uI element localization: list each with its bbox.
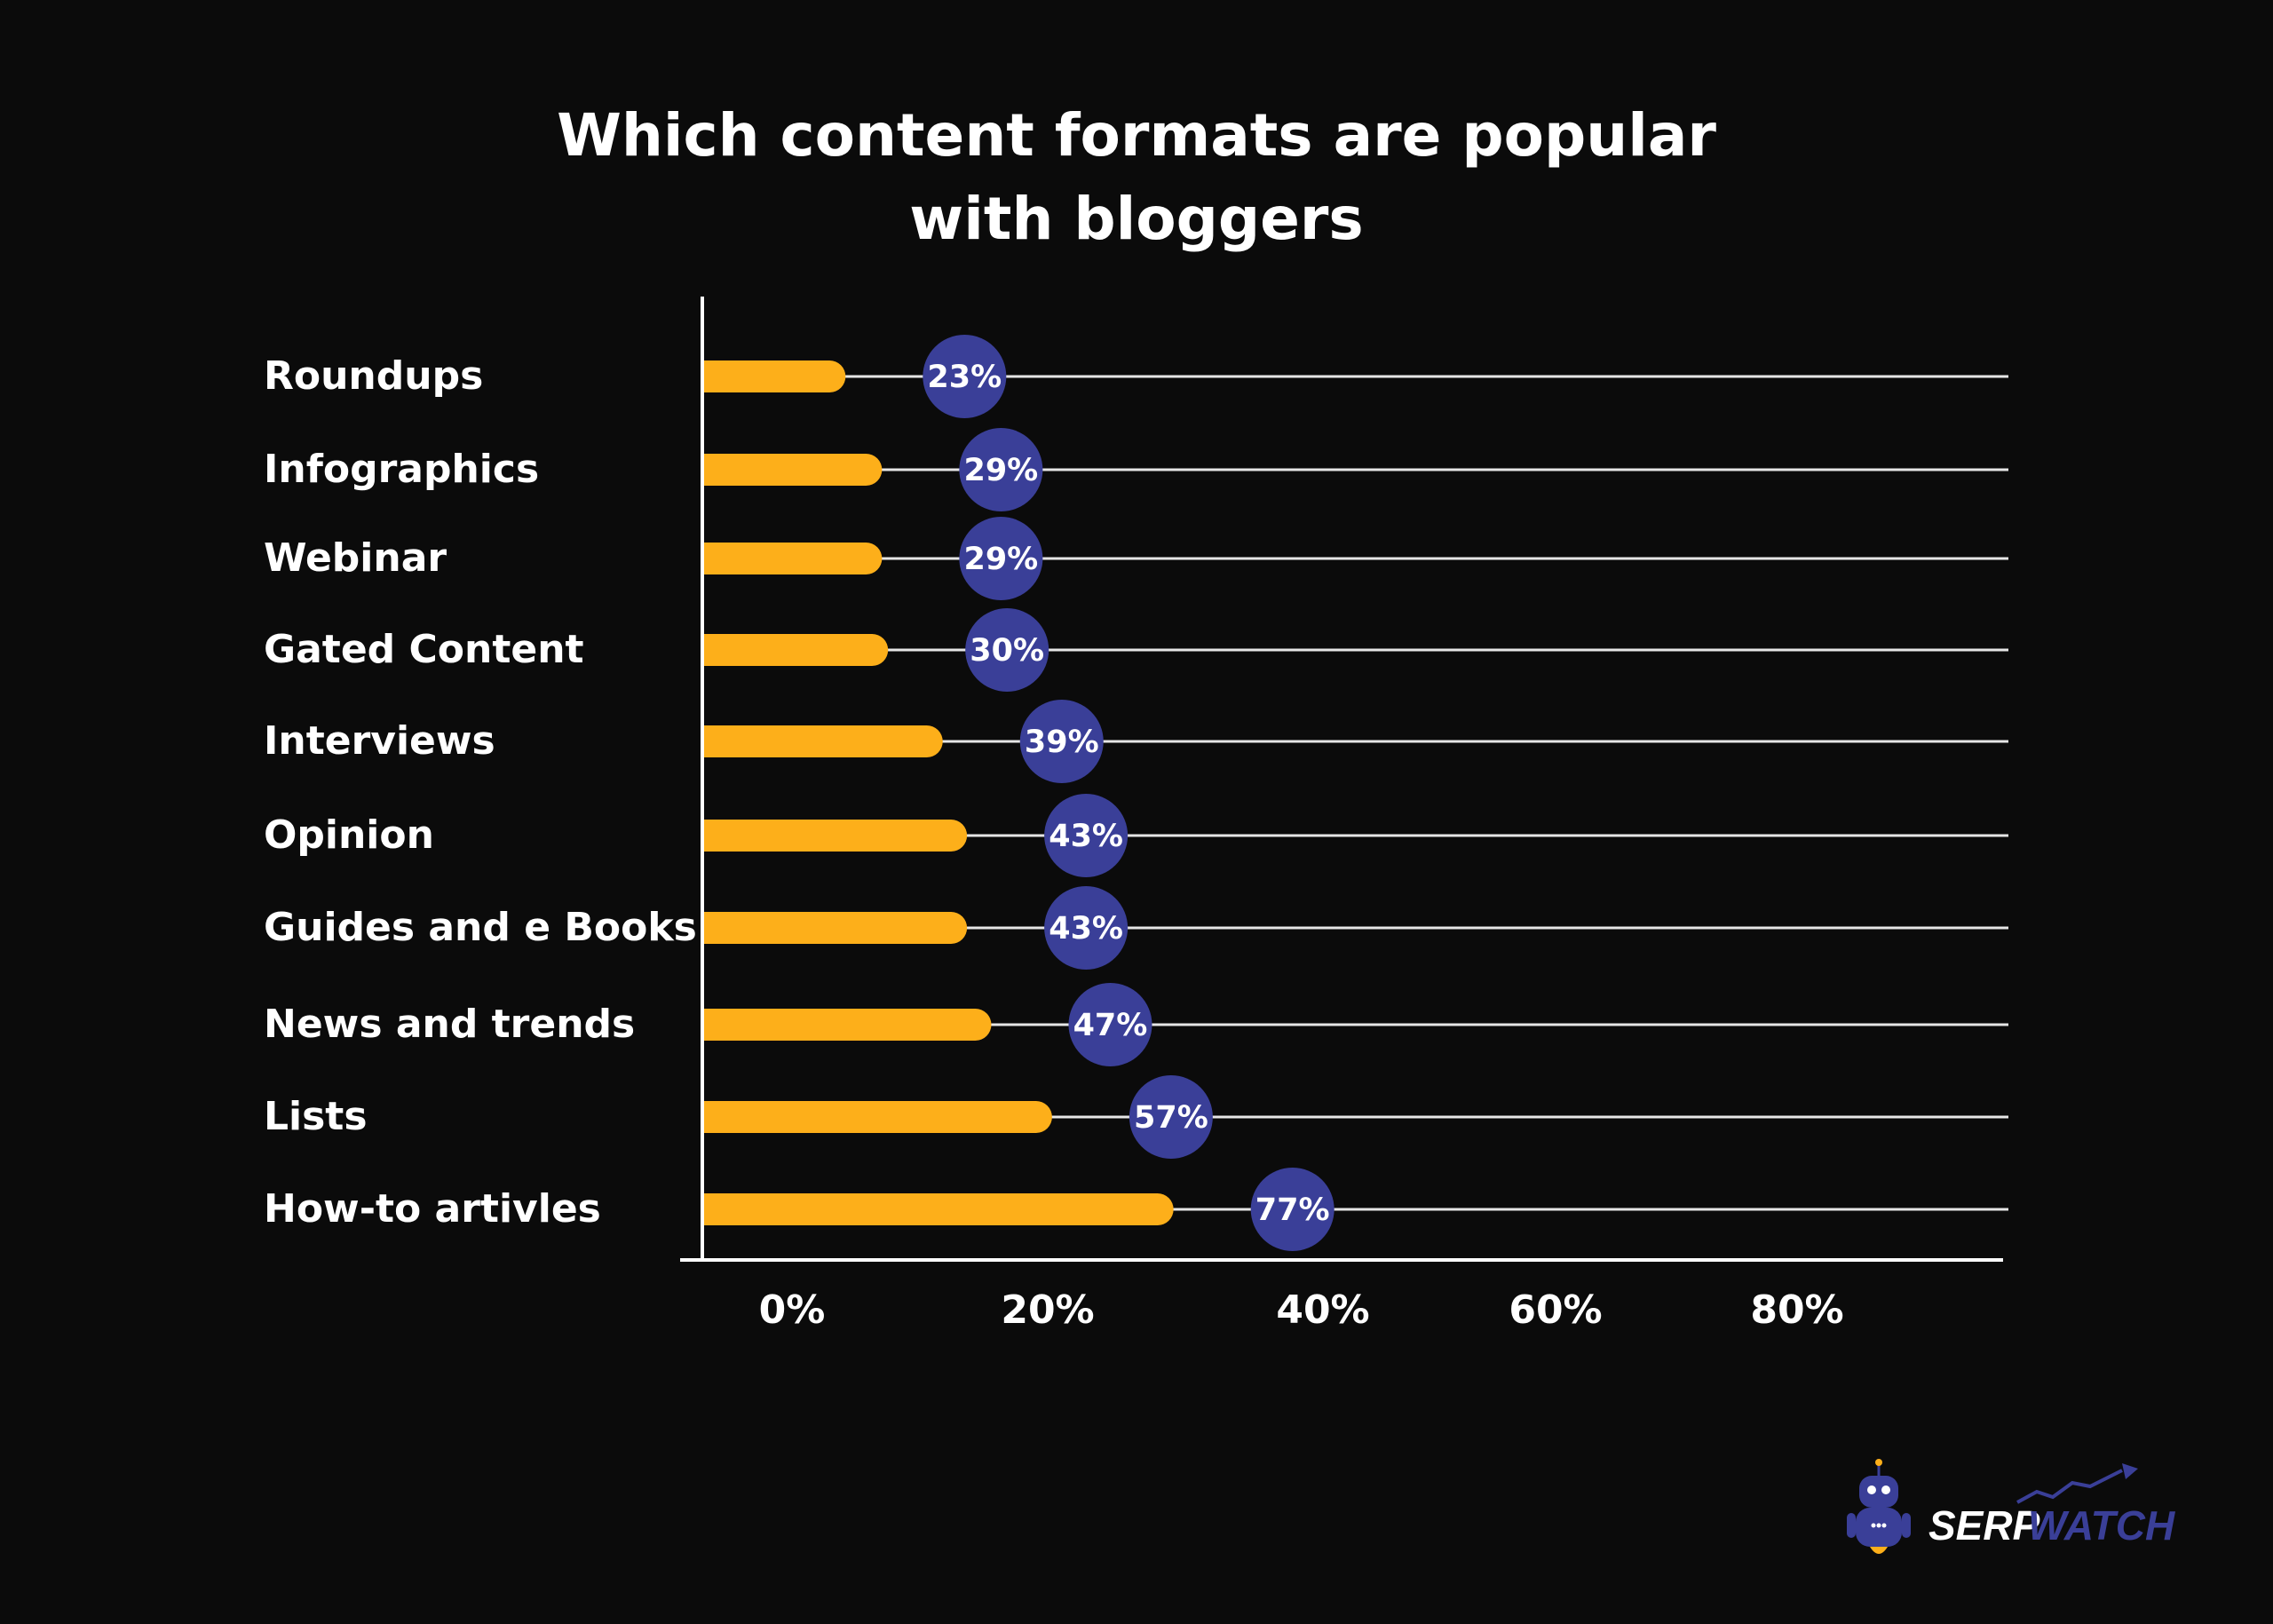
value-label: 47% <box>1073 1008 1148 1043</box>
trend-arrow-icon <box>2016 1469 2123 1504</box>
category-label: News and trends <box>264 1002 635 1047</box>
bar <box>704 1193 1174 1225</box>
bar-base <box>704 1101 731 1133</box>
value-label: 43% <box>1049 819 1123 854</box>
bar-base <box>704 1009 731 1041</box>
value-label: 29% <box>963 542 1038 577</box>
value-label: 43% <box>1049 911 1123 947</box>
value-label: 30% <box>970 633 1044 669</box>
category-label: How-to artivles <box>264 1186 601 1232</box>
bar-base <box>704 543 731 574</box>
logo-text-watch: WATCH <box>2028 1502 2175 1549</box>
bar <box>704 1009 992 1041</box>
x-tick-label: 20% <box>1001 1287 1094 1333</box>
category-label: Webinar <box>264 535 447 581</box>
chart-title-line-2: with bloggers <box>909 185 1364 254</box>
value-label: 23% <box>927 360 1002 395</box>
bar <box>704 360 846 392</box>
bar <box>704 820 968 852</box>
value-bubble <box>959 517 1043 600</box>
category-label: Gated Content <box>264 627 584 672</box>
bar-base <box>704 454 731 486</box>
x-tick-label: 60% <box>1509 1287 1602 1333</box>
category-label: Guides and e Books <box>264 905 697 950</box>
bar <box>704 454 883 486</box>
value-bubble <box>959 428 1043 511</box>
category-label: Roundups <box>264 353 483 399</box>
category-label: Lists <box>264 1094 368 1139</box>
bar <box>704 912 968 944</box>
value-bubble <box>1044 794 1129 877</box>
value-bubble <box>1019 700 1104 783</box>
x-tick-label: 80% <box>1750 1287 1843 1333</box>
bar <box>704 1101 1052 1133</box>
x-tick-label: 0% <box>759 1287 826 1333</box>
bar-base <box>704 360 731 392</box>
chart-title-line-1: Which content formats are popular <box>557 101 1716 170</box>
bar-base <box>704 725 731 757</box>
bar <box>704 725 943 757</box>
category-label: Opinion <box>264 812 434 858</box>
category-label: Interviews <box>264 718 495 764</box>
value-label: 39% <box>1025 725 1099 760</box>
robot-icon <box>1847 1459 1911 1554</box>
bar <box>704 634 889 666</box>
value-bubble <box>965 608 1049 692</box>
value-label: 57% <box>1134 1100 1208 1136</box>
value-bubble <box>1250 1168 1334 1251</box>
value-bubble <box>1129 1075 1213 1159</box>
category-label: Infographics <box>264 447 539 492</box>
logo-text-serp: SERP <box>1928 1502 2040 1549</box>
value-label: 29% <box>963 453 1038 488</box>
value-bubble <box>1068 983 1152 1066</box>
bar-base <box>704 912 731 944</box>
serpwatch-logo: SERP WATCH <box>1847 1459 2175 1554</box>
chart-title: Which content formats are popular with b… <box>0 94 2273 261</box>
bar <box>704 543 883 574</box>
x-tick-label: 40% <box>1276 1287 1369 1333</box>
bar-base <box>704 820 731 852</box>
bar-base <box>704 1193 731 1225</box>
value-bubble <box>1044 886 1129 970</box>
value-label: 77% <box>1255 1192 1330 1228</box>
value-bubble <box>923 335 1007 418</box>
bar-base <box>704 634 731 666</box>
